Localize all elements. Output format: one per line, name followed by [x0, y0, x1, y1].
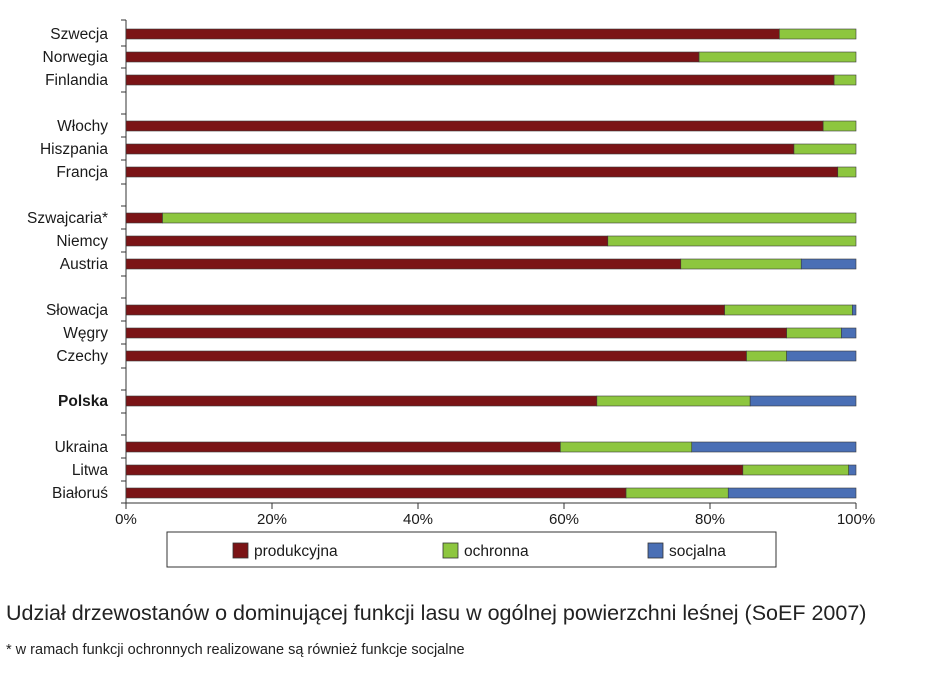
- legend-label: ochronna: [464, 543, 529, 560]
- bar-segment: [691, 441, 857, 453]
- category-label: Szwajcaria*: [27, 210, 108, 227]
- bar-segment: [786, 350, 857, 362]
- category-label: Białoruś: [52, 485, 108, 502]
- bar-segment: [125, 28, 780, 40]
- x-tick-label: 20%: [257, 511, 287, 528]
- category-label: Szwecja: [50, 26, 108, 43]
- legend-swatch: [442, 542, 459, 559]
- bar-segment: [749, 395, 857, 407]
- category-label: Litwa: [72, 462, 109, 479]
- bar-segment: [560, 441, 693, 453]
- category-label: Norwegia: [43, 49, 109, 66]
- bar-segment: [125, 395, 598, 407]
- legend-swatch: [232, 542, 249, 559]
- bar-segment: [125, 143, 795, 155]
- stacked-bar-chart: Szwecja Norwegia Finlandia Włochy Hiszpania F…: [27, 19, 875, 568]
- bar-segment: [125, 304, 725, 316]
- category-label: Polska: [58, 393, 108, 410]
- bar-segment: [125, 74, 835, 86]
- bar-segment: [698, 51, 857, 63]
- bar-segment: [162, 212, 857, 224]
- legend-label: socjalna: [669, 543, 726, 560]
- bar-segment: [125, 51, 700, 63]
- legend-box: [166, 531, 777, 568]
- bar-segment: [125, 212, 163, 224]
- category-label: Austria: [60, 256, 109, 273]
- bar-segment: [125, 487, 627, 499]
- bar-segment: [125, 166, 839, 178]
- bar-segment: [680, 258, 802, 270]
- category-label: Francja: [56, 164, 108, 181]
- bar-segment: [125, 464, 744, 476]
- bar-segment: [724, 304, 853, 316]
- category-label: Hiszpania: [40, 141, 108, 158]
- legend-swatch: [647, 542, 664, 559]
- x-tick-label: 100%: [837, 511, 875, 528]
- bar-segment: [125, 258, 682, 270]
- bar-segment: [742, 464, 849, 476]
- bar-segment: [833, 74, 857, 86]
- legend-label: produkcyjna: [254, 543, 338, 560]
- category-label: Czechy: [56, 348, 108, 365]
- category-label: Ukraina: [55, 439, 109, 456]
- bar-segment: [822, 120, 857, 132]
- chart-caption: Udział drzewostanów o dominującej funkcj…: [6, 601, 867, 625]
- bar-segment: [607, 235, 857, 247]
- bar-segment: [841, 327, 857, 339]
- chart-footnote: * w ramach funkcji ochronnych realizowan…: [6, 642, 465, 658]
- x-tick-label: 60%: [549, 511, 579, 528]
- category-label: Finlandia: [45, 72, 108, 89]
- bar-segment: [848, 464, 857, 476]
- bar-segment: [786, 327, 842, 339]
- bar-segment: [779, 28, 857, 40]
- category-label: Węgry: [63, 325, 108, 342]
- bar-segment: [125, 350, 747, 362]
- bar-segment: [793, 143, 857, 155]
- bar-segment: [800, 258, 857, 270]
- bar-segment: [125, 120, 824, 132]
- category-label: Słowacja: [46, 302, 108, 319]
- bar-segment: [746, 350, 787, 362]
- category-label: Włochy: [57, 118, 108, 135]
- bar-segment: [596, 395, 751, 407]
- bar-segment: [837, 166, 857, 178]
- bar-segment: [727, 487, 857, 499]
- category-label: Niemcy: [56, 233, 108, 250]
- x-tick-label: 80%: [695, 511, 725, 528]
- bar-segment: [125, 441, 561, 453]
- bar-segment: [852, 304, 857, 316]
- bar-segment: [125, 235, 609, 247]
- x-tick-label: 40%: [403, 511, 433, 528]
- x-tick-label: 0%: [115, 511, 137, 528]
- bar-segment: [125, 327, 787, 339]
- bar-segment: [625, 487, 729, 499]
